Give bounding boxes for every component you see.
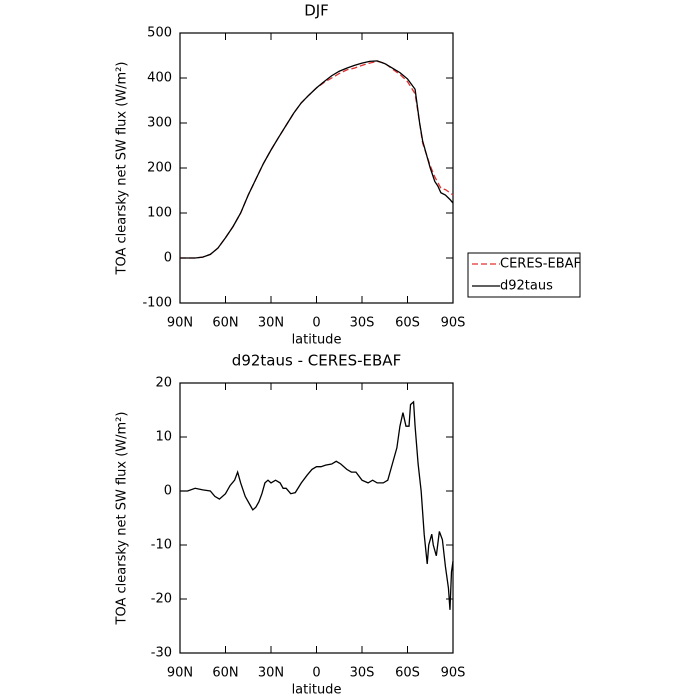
x-tick-label: 60N — [212, 666, 238, 681]
series-line — [180, 60, 454, 259]
series-line — [180, 400, 454, 610]
x-tick-label: 0 — [312, 666, 320, 681]
y-tick-label: 300 — [147, 116, 172, 131]
x-tick-label: 90S — [441, 666, 466, 681]
y-tick-label: 500 — [147, 26, 172, 41]
plot-frame — [179, 382, 454, 654]
x-tick-label: 90N — [167, 666, 193, 681]
x-tick-label: 60S — [395, 316, 420, 331]
plot-frame — [179, 32, 454, 304]
y-tick-label: 20 — [155, 376, 172, 391]
x-tick-label: 30N — [258, 666, 284, 681]
x-axis-label: latitude — [292, 683, 342, 698]
legend-box — [467, 252, 581, 298]
x-tick-label: 30S — [350, 316, 375, 331]
x-tick-label: 90N — [167, 316, 193, 331]
legend-label: d92taus — [500, 279, 553, 294]
legend-label: CERES-EBAF — [500, 257, 581, 272]
y-tick-label: -10 — [151, 538, 172, 553]
y-axis-label: TOA clearsky net SW flux (W/m²) — [115, 412, 130, 626]
x-tick-label: 60S — [395, 666, 420, 681]
x-axis-label: latitude — [292, 333, 342, 348]
x-tick-label: 60N — [212, 316, 238, 331]
y-axis-label: TOA clearsky net SW flux (W/m²) — [115, 62, 130, 276]
x-tick-label: 90S — [441, 316, 466, 331]
x-tick-label: 0 — [312, 316, 320, 331]
y-tick-label: 0 — [164, 484, 172, 499]
y-tick-label: 100 — [147, 206, 172, 221]
y-tick-label: 0 — [164, 251, 172, 266]
x-tick-label: 30N — [258, 316, 284, 331]
y-tick-label: -20 — [151, 592, 172, 607]
y-tick-label: 400 — [147, 71, 172, 86]
x-tick-label: 30S — [350, 666, 375, 681]
y-tick-label: -30 — [151, 646, 172, 661]
y-tick-label: 10 — [155, 430, 172, 445]
chart-title: DJF — [304, 2, 329, 20]
y-tick-label: 200 — [147, 161, 172, 176]
series-line — [180, 60, 454, 259]
y-tick-label: -100 — [142, 296, 172, 311]
chart-title: d92taus - CERES-EBAF — [232, 352, 401, 370]
